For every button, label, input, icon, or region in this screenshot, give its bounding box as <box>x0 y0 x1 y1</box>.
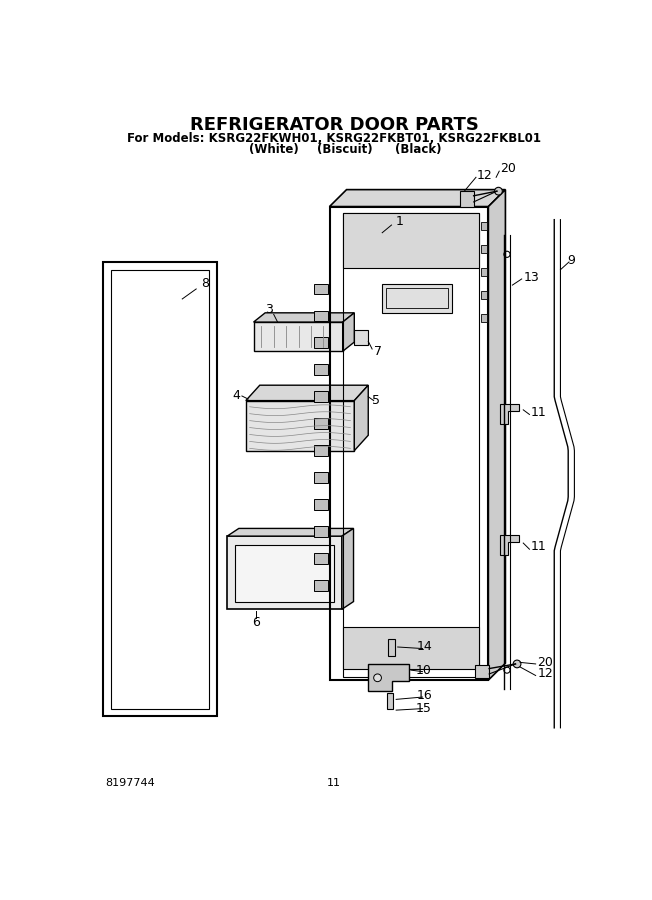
Text: 4: 4 <box>233 389 241 401</box>
Polygon shape <box>314 500 328 510</box>
Text: 3: 3 <box>265 303 273 316</box>
Text: 11: 11 <box>531 540 547 554</box>
Polygon shape <box>481 245 487 253</box>
Polygon shape <box>500 536 520 554</box>
Polygon shape <box>488 190 505 680</box>
Polygon shape <box>475 665 489 678</box>
Polygon shape <box>235 545 334 601</box>
Text: 14: 14 <box>416 641 432 653</box>
Text: 15: 15 <box>416 702 432 716</box>
Text: REFRIGERATOR DOOR PARTS: REFRIGERATOR DOOR PARTS <box>190 116 479 134</box>
Polygon shape <box>254 313 354 322</box>
Polygon shape <box>481 292 487 299</box>
Polygon shape <box>314 472 328 483</box>
Polygon shape <box>246 385 368 400</box>
Polygon shape <box>500 404 520 424</box>
Polygon shape <box>314 418 328 429</box>
Text: 5: 5 <box>372 394 380 407</box>
Text: (Biscuit): (Biscuit) <box>317 143 373 156</box>
Text: 11: 11 <box>531 406 547 419</box>
Text: 1: 1 <box>395 215 403 229</box>
Text: 16: 16 <box>416 689 432 702</box>
Text: 13: 13 <box>524 271 539 284</box>
Circle shape <box>374 674 381 681</box>
Polygon shape <box>382 284 452 313</box>
Text: 20: 20 <box>500 162 516 175</box>
Text: 12: 12 <box>537 668 553 680</box>
Polygon shape <box>227 528 353 536</box>
Polygon shape <box>342 528 353 609</box>
Polygon shape <box>344 627 479 670</box>
Polygon shape <box>389 639 394 656</box>
Polygon shape <box>314 284 328 294</box>
Text: (Black): (Black) <box>395 143 442 156</box>
Polygon shape <box>354 385 368 451</box>
Polygon shape <box>314 526 328 537</box>
Text: 10: 10 <box>416 663 432 677</box>
Polygon shape <box>246 400 354 451</box>
Text: 8: 8 <box>201 277 209 290</box>
Text: 8197744: 8197744 <box>105 778 155 788</box>
Circle shape <box>513 660 521 668</box>
Polygon shape <box>314 338 328 348</box>
Polygon shape <box>481 222 487 230</box>
Polygon shape <box>227 536 342 609</box>
Polygon shape <box>314 364 328 375</box>
Text: 12: 12 <box>477 169 492 183</box>
Text: For Models: KSRG22FKWH01, KSRG22FKBT01, KSRG22FKBL01: For Models: KSRG22FKWH01, KSRG22FKBT01, … <box>127 132 541 145</box>
Text: 6: 6 <box>252 616 259 629</box>
Polygon shape <box>343 313 354 351</box>
Polygon shape <box>314 580 328 590</box>
Polygon shape <box>387 693 393 708</box>
Text: 7: 7 <box>374 345 381 358</box>
Polygon shape <box>481 314 487 322</box>
Polygon shape <box>344 212 479 268</box>
Polygon shape <box>314 554 328 563</box>
Polygon shape <box>314 392 328 402</box>
Polygon shape <box>481 268 487 276</box>
Polygon shape <box>329 190 505 207</box>
Text: (White): (White) <box>249 143 299 156</box>
Text: 9: 9 <box>567 254 575 267</box>
Text: 20: 20 <box>537 656 553 669</box>
Polygon shape <box>254 322 343 351</box>
Polygon shape <box>460 191 473 207</box>
Polygon shape <box>354 329 368 346</box>
Polygon shape <box>314 446 328 456</box>
Circle shape <box>495 187 502 195</box>
Polygon shape <box>314 310 328 321</box>
Polygon shape <box>368 664 409 691</box>
Text: 11: 11 <box>327 778 341 788</box>
